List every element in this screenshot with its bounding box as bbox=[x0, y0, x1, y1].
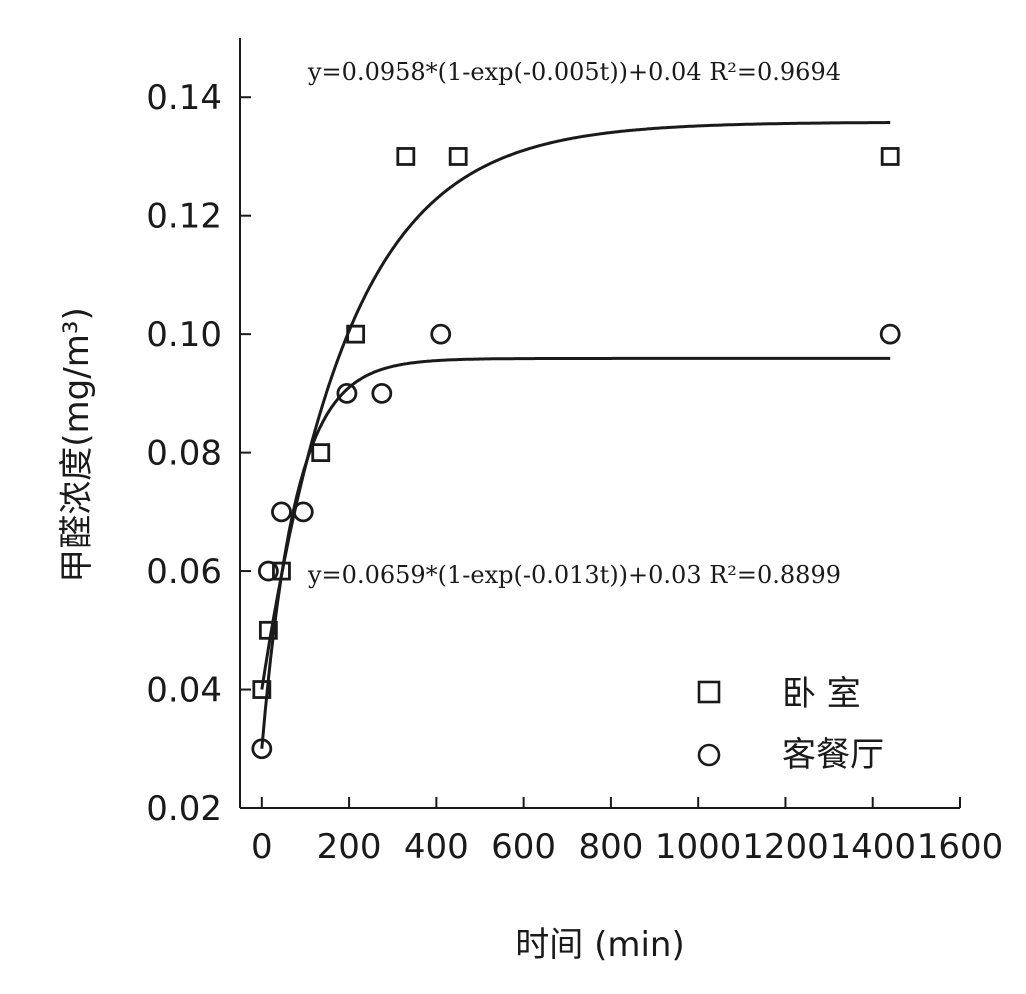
y-tick-label: 0.02 bbox=[146, 789, 222, 829]
legend: 卧 室 客餐厅 bbox=[697, 674, 884, 775]
y-tick-label: 0.08 bbox=[146, 434, 222, 474]
ticks bbox=[240, 96, 961, 809]
fit-equation-bedroom: y=0.0958*(1-exp(-0.005t))+0.04 R²=0.9694 bbox=[307, 58, 841, 86]
x-tick-label: 600 bbox=[491, 827, 556, 867]
living-dining-point bbox=[430, 323, 452, 345]
legend-circle-icon bbox=[697, 743, 721, 767]
x-tick-label: 1600 bbox=[917, 827, 1004, 867]
x-tick-label: 1200 bbox=[742, 827, 829, 867]
legend-label-bedroom: 卧 室 bbox=[782, 674, 861, 714]
x-tick-label: 1400 bbox=[829, 827, 916, 867]
living-dining-point bbox=[251, 738, 273, 760]
fit-curve-living-dining bbox=[260, 356, 891, 749]
y-tick-label: 0.12 bbox=[146, 197, 222, 237]
x-tick-label: 800 bbox=[578, 827, 643, 867]
living-dining-point bbox=[371, 382, 393, 404]
living-dining-point bbox=[292, 501, 314, 523]
living-dining-point bbox=[257, 560, 279, 582]
bedroom-point bbox=[252, 680, 272, 699]
fit-curves bbox=[260, 121, 891, 749]
legend-label-living-dining: 客餐厅 bbox=[782, 735, 884, 775]
living-dining-point bbox=[336, 382, 358, 404]
bedroom-point bbox=[448, 147, 468, 166]
tick-labels: 0 200 400 600 800 1000 1200 1400 1600 0.02 0.04 0.0… bbox=[146, 78, 1003, 867]
legend-square-icon bbox=[697, 680, 721, 704]
living-dining-point bbox=[271, 501, 292, 523]
bedroom-point bbox=[311, 443, 331, 463]
y-tick-label: 0.06 bbox=[146, 552, 222, 592]
bedroom-point bbox=[396, 147, 416, 166]
x-tick-label: 200 bbox=[317, 827, 382, 867]
x-tick-label: 400 bbox=[404, 827, 469, 867]
data-markers bbox=[251, 147, 901, 760]
x-axis-title: 时间 (min) bbox=[515, 925, 684, 965]
fit-equation-living-dining: y=0.0659*(1-exp(-0.013t))+0.03 R²=0.8899 bbox=[307, 561, 841, 589]
bedroom-point bbox=[272, 561, 291, 581]
bedroom-point bbox=[346, 324, 366, 344]
y-axis-title: 甲醛浓度(mg/m³) bbox=[57, 307, 97, 582]
y-tick-label: 0.10 bbox=[146, 315, 222, 355]
y-tick-label: 0.14 bbox=[146, 78, 222, 118]
fit-curve-bedroom bbox=[260, 121, 891, 690]
living-dining-point bbox=[879, 323, 901, 345]
bedroom-point bbox=[880, 147, 900, 166]
axes bbox=[239, 38, 960, 809]
bedroom-point bbox=[258, 620, 278, 640]
y-tick-label: 0.04 bbox=[146, 671, 222, 711]
x-tick-label: 1000 bbox=[655, 827, 742, 867]
x-tick-label: 0 bbox=[251, 827, 273, 867]
